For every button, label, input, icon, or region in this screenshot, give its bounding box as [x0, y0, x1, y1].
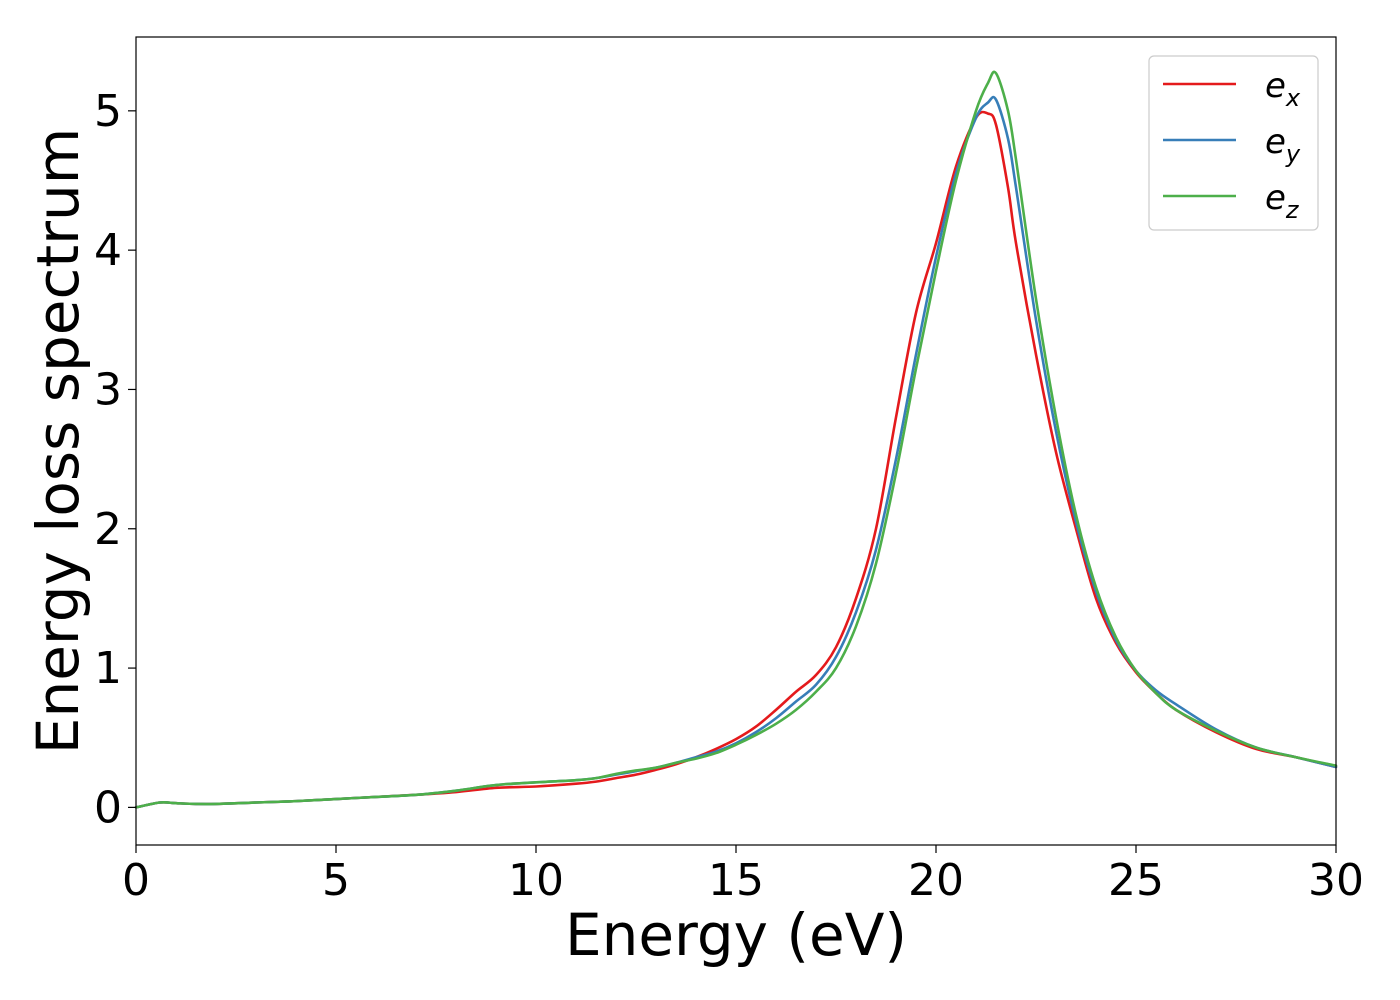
y-tick-label: 0: [94, 782, 122, 833]
x-tick-label: 30: [1308, 855, 1364, 906]
y-axis-ticks: 0 1 2 3 4 5: [94, 86, 136, 833]
y-tick-label: 3: [94, 364, 122, 415]
x-tick-label: 0: [122, 855, 150, 906]
legend-label-ex: ex: [1265, 66, 1301, 112]
legend-label-ez: ez: [1265, 178, 1300, 224]
series-layer: [134, 70, 1338, 809]
series-line-ez: [134, 70, 1338, 809]
x-tick-label: 15: [708, 855, 764, 906]
x-axis-ticks: 0 5 10 15 20 25 30: [122, 845, 1364, 906]
y-tick-label: 5: [94, 86, 122, 137]
plot-background: [136, 37, 1336, 845]
legend: ex ey ez: [1148, 55, 1319, 231]
x-tick-label: 10: [508, 855, 564, 906]
x-tick-label: 25: [1108, 855, 1164, 906]
x-axis-title: Energy (eV): [565, 901, 907, 969]
x-tick-label: 20: [908, 855, 964, 906]
y-axis-title: Energy loss spectrum: [24, 128, 92, 754]
y-tick-label: 4: [94, 225, 122, 276]
legend-label-ey: ey: [1265, 122, 1301, 168]
x-tick-label: 5: [322, 855, 350, 906]
y-tick-label: 2: [94, 504, 122, 555]
y-tick-label: 1: [94, 643, 122, 694]
legend-box: [1148, 55, 1319, 231]
